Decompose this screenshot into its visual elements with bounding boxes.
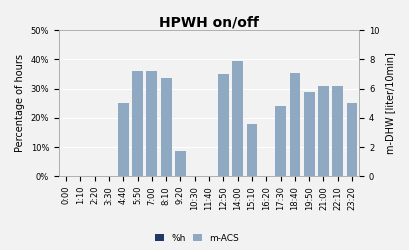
- Bar: [160, 103, 171, 176]
- Bar: [346, 103, 357, 176]
- Bar: [246, 130, 257, 176]
- Bar: [175, 153, 185, 176]
- Bar: [232, 61, 243, 176]
- Title: HPWH on/off: HPWH on/off: [159, 15, 258, 29]
- Bar: [218, 74, 228, 176]
- Bar: [160, 78, 171, 176]
- Y-axis label: m-DHW [liter/10min]: m-DHW [liter/10min]: [384, 52, 394, 154]
- Bar: [332, 86, 342, 176]
- Legend: %h, m-ACS: %h, m-ACS: [152, 231, 241, 246]
- Bar: [289, 72, 299, 176]
- Bar: [146, 71, 157, 176]
- Bar: [132, 71, 143, 176]
- Bar: [132, 153, 143, 176]
- Y-axis label: Percentage of hours: Percentage of hours: [15, 54, 25, 152]
- Bar: [218, 153, 228, 176]
- Bar: [317, 153, 328, 176]
- Bar: [146, 103, 157, 176]
- Bar: [332, 103, 342, 176]
- Bar: [118, 103, 128, 176]
- Bar: [175, 152, 185, 176]
- Bar: [303, 92, 314, 176]
- Bar: [317, 86, 328, 176]
- Bar: [289, 126, 299, 176]
- Bar: [118, 115, 128, 176]
- Bar: [346, 103, 357, 176]
- Bar: [274, 106, 285, 176]
- Bar: [246, 124, 257, 176]
- Bar: [232, 153, 243, 176]
- Bar: [303, 126, 314, 176]
